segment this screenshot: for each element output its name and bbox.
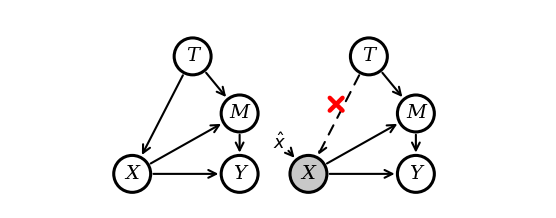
FancyArrowPatch shape <box>143 75 183 153</box>
Circle shape <box>221 155 258 192</box>
FancyArrowPatch shape <box>327 125 395 164</box>
FancyArrowPatch shape <box>153 170 216 178</box>
FancyArrowPatch shape <box>383 73 401 95</box>
Circle shape <box>350 38 388 75</box>
Text: $\hat{x}$: $\hat{x}$ <box>274 133 286 153</box>
FancyArrowPatch shape <box>151 125 219 164</box>
Circle shape <box>398 155 434 192</box>
Circle shape <box>174 38 211 75</box>
FancyArrowPatch shape <box>206 73 225 95</box>
FancyArrowPatch shape <box>236 135 244 150</box>
Text: X: X <box>125 165 139 183</box>
Circle shape <box>114 155 151 192</box>
Text: T: T <box>363 47 375 65</box>
FancyArrowPatch shape <box>319 75 359 153</box>
FancyArrowPatch shape <box>285 148 293 156</box>
FancyArrowPatch shape <box>412 135 420 150</box>
Text: Y: Y <box>233 165 246 183</box>
Circle shape <box>398 95 434 132</box>
FancyArrowPatch shape <box>330 170 393 178</box>
Text: Y: Y <box>409 165 423 183</box>
Text: M: M <box>406 104 426 123</box>
Text: X: X <box>301 165 315 183</box>
Text: T: T <box>186 47 199 65</box>
Circle shape <box>290 155 327 192</box>
Text: M: M <box>230 104 250 123</box>
Circle shape <box>221 95 258 132</box>
